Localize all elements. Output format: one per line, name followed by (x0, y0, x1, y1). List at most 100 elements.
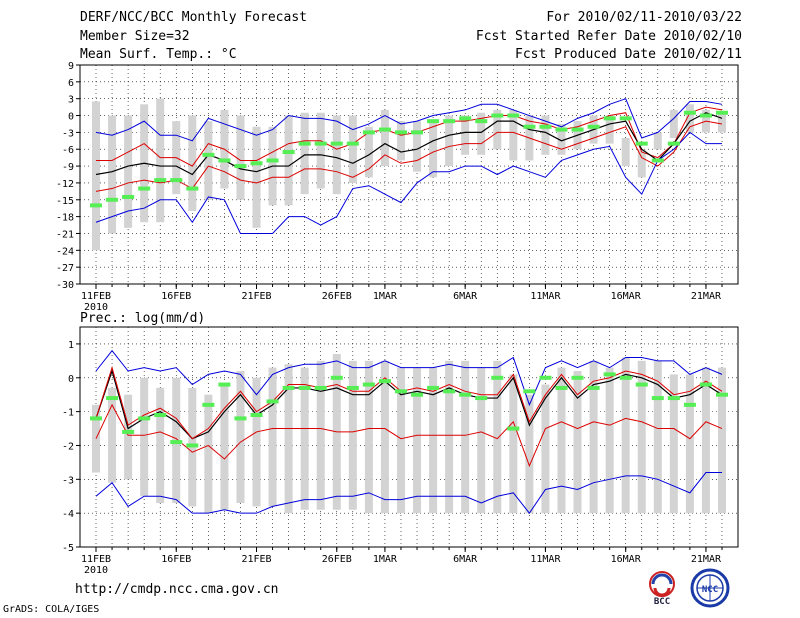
prec-spread-bar (653, 360, 662, 514)
prec-marker (427, 385, 440, 390)
prec-spread-bar (429, 367, 438, 514)
temp-spread-bar (300, 112, 309, 195)
prec-marker (459, 392, 472, 397)
prec-marker (218, 382, 231, 387)
temp-ytick-label: -12 (56, 179, 74, 190)
prec-marker (603, 372, 616, 377)
temp-spread-bar (461, 115, 470, 155)
prec-spread-bar (718, 367, 726, 514)
temp-ytick-label: 6 (68, 78, 74, 89)
prec-spread-bar (621, 357, 630, 514)
ncc-logo: NCC (690, 568, 730, 608)
temp-xtick-label: 1MAR (373, 291, 398, 302)
temp-xtick-label: 21FEB (241, 291, 271, 302)
temp-marker (298, 141, 311, 146)
temp-marker (90, 203, 102, 208)
prec-spread-bar (284, 364, 293, 514)
temp-spread-bar (413, 121, 422, 172)
prec-spread-bar (108, 387, 117, 483)
temp-marker (362, 130, 375, 135)
temp-marker (555, 127, 568, 132)
bcc-logo-text: BCC (654, 597, 670, 606)
temp-spread-bar (332, 115, 341, 195)
prec-ytick-label: 1 (68, 340, 74, 351)
temp-marker (170, 178, 183, 183)
temp-marker (491, 113, 504, 118)
temp-marker (619, 116, 632, 121)
temp-marker (378, 127, 391, 132)
prec-xtick-label: 21FEB (241, 554, 271, 565)
prec-marker (716, 392, 728, 397)
prec-spread-bar (316, 360, 325, 510)
prec-xtick-label: 1MAR (373, 554, 398, 565)
temp-xtick-label: 11FEB (81, 291, 111, 302)
temp-spread-bar (653, 132, 662, 150)
temp-spread-bar (252, 126, 261, 228)
prec-marker (555, 385, 568, 390)
prec-spread-bar (156, 387, 165, 503)
prec-spread-bar (396, 367, 405, 514)
temp-spread-bar (204, 121, 213, 200)
prec-xtick-label: 6MAR (453, 554, 478, 565)
prec-marker (234, 416, 247, 421)
prec-marker (314, 385, 327, 390)
temp-marker (571, 127, 584, 132)
prec-spread-bar (364, 360, 373, 514)
temp-spread-bar (605, 115, 614, 144)
temp-spread-bar (188, 115, 197, 211)
prec-marker (346, 385, 359, 390)
grads-credit: GrADS: COLA/IGES (3, 604, 100, 615)
temp-ytick-label: -30 (56, 280, 74, 291)
temp-marker (282, 150, 295, 155)
prec-marker (571, 375, 584, 380)
temp-marker (699, 113, 712, 118)
prec-spread-bar (268, 367, 277, 507)
prec-marker (202, 402, 215, 407)
prec-spread-bar (348, 360, 357, 510)
prec-marker (443, 389, 456, 394)
prec-marker (362, 382, 375, 387)
prec-marker (651, 396, 664, 401)
temp-line-p-upper (96, 106, 723, 167)
prec-spread-bar (413, 367, 422, 514)
prec-spread-bar (637, 360, 646, 514)
prec-ytick-label: -1 (62, 408, 74, 419)
temp-spread-bar (316, 112, 325, 189)
prec-spread-bar (589, 360, 598, 514)
temp-ytick-label: -3 (62, 128, 74, 139)
temp-marker (394, 130, 407, 135)
prec-spread-bar (236, 371, 245, 503)
temp-marker (587, 124, 600, 129)
prec-marker (619, 375, 632, 380)
temp-spread-bar (396, 121, 405, 161)
temp-spread-bar (348, 115, 357, 183)
temp-spread-bar (718, 112, 726, 133)
temp-spread-bar (92, 101, 100, 251)
prec-xtick-label: 16MAR (611, 554, 642, 565)
prec-spread-bar (220, 384, 229, 510)
prec-marker (475, 396, 488, 401)
prec-frame (79, 326, 739, 548)
prec-marker (250, 413, 263, 417)
prec-ytick-label: -5 (62, 543, 74, 554)
prec-spread-bar (685, 374, 694, 514)
prec-ytick-label: -4 (62, 509, 74, 520)
prec-spread-bar (461, 360, 470, 514)
temp-spread-bar (685, 104, 694, 133)
temp-line-max (95, 98, 723, 142)
prec-spread-bar (493, 360, 502, 514)
temp-marker (122, 194, 135, 199)
produced-date-label: Fcst Produced Date 2010/02/11 (515, 47, 742, 62)
prec-spread-bar (573, 371, 582, 514)
temp-year-label: 2010 (84, 302, 108, 313)
temp-spread-bar (541, 115, 550, 155)
prec-year-label: 2010 (84, 565, 108, 576)
temp-spread-bar (445, 115, 454, 167)
temp-spread-bar (621, 138, 630, 167)
prec-marker (699, 382, 712, 387)
prec-marker (154, 413, 167, 417)
bcc-logo: BCC (649, 571, 675, 606)
prec-marker (491, 375, 504, 380)
prec-marker (683, 402, 696, 407)
temp-marker (523, 124, 536, 129)
